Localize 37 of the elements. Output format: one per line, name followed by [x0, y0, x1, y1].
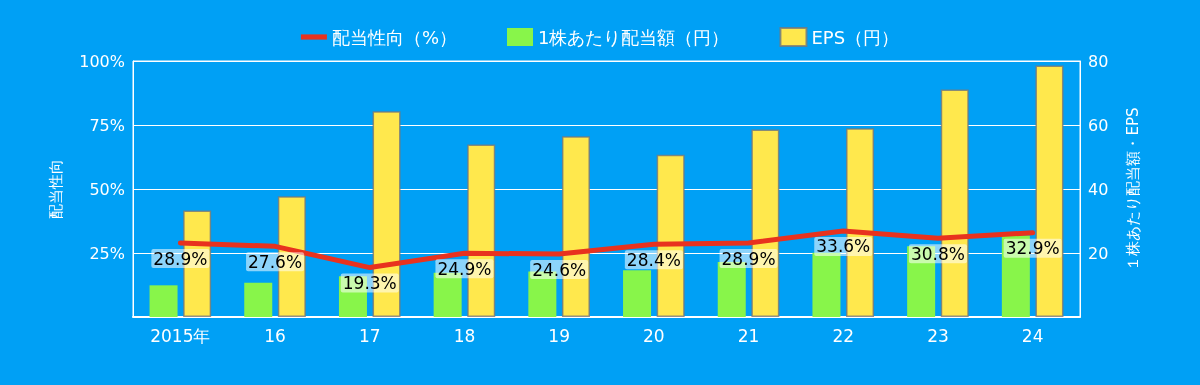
bar [149, 285, 178, 317]
x-tick-label: 22 [832, 325, 855, 346]
data-label: 33.6% [816, 236, 871, 257]
y-tick-label: 100% [79, 51, 125, 71]
y-tick-label: 75% [89, 115, 125, 135]
x-tick-label: 17 [358, 325, 381, 346]
y-tick-label: 50% [89, 179, 125, 199]
y2-tick-label: 60 [1088, 115, 1109, 135]
x-tick-label: 16 [264, 325, 286, 346]
y2-tick-label: 40 [1088, 179, 1109, 199]
data-label: 28.4% [626, 249, 681, 270]
legend-label: 配当性向（%） [331, 26, 457, 48]
y2-axis-title: １株あたり配当額・EPS [1123, 107, 1142, 271]
data-label: 30.8% [910, 243, 965, 264]
x-tick-label: 24 [1021, 325, 1044, 346]
data-label: 27.6% [248, 251, 303, 272]
legend-label: EPS（円） [811, 26, 900, 48]
bar [244, 282, 273, 317]
data-label: 19.3% [342, 273, 397, 294]
y2-tick-label: 80 [1088, 51, 1109, 71]
y2-tick-label: 20 [1088, 243, 1109, 263]
x-tick-label: 2015年 [150, 325, 211, 346]
data-label: 24.6% [532, 259, 587, 280]
legend-label: 1株あたり配当額（円） [538, 26, 730, 48]
x-tick-label: 18 [453, 325, 476, 346]
x-tick-label: 21 [737, 325, 760, 346]
x-tick-label: 20 [643, 325, 665, 346]
data-label: 28.9% [721, 248, 776, 269]
bar [623, 270, 652, 317]
x-tick-label: 19 [548, 325, 570, 346]
data-label: 32.9% [1005, 238, 1060, 259]
bar [812, 252, 841, 317]
y-tick-label: 25% [89, 243, 125, 263]
y-axis-title: 配当性向 [46, 159, 65, 219]
data-label: 24.9% [437, 258, 492, 279]
data-label: 28.9% [153, 248, 208, 269]
x-tick-label: 23 [927, 325, 949, 346]
